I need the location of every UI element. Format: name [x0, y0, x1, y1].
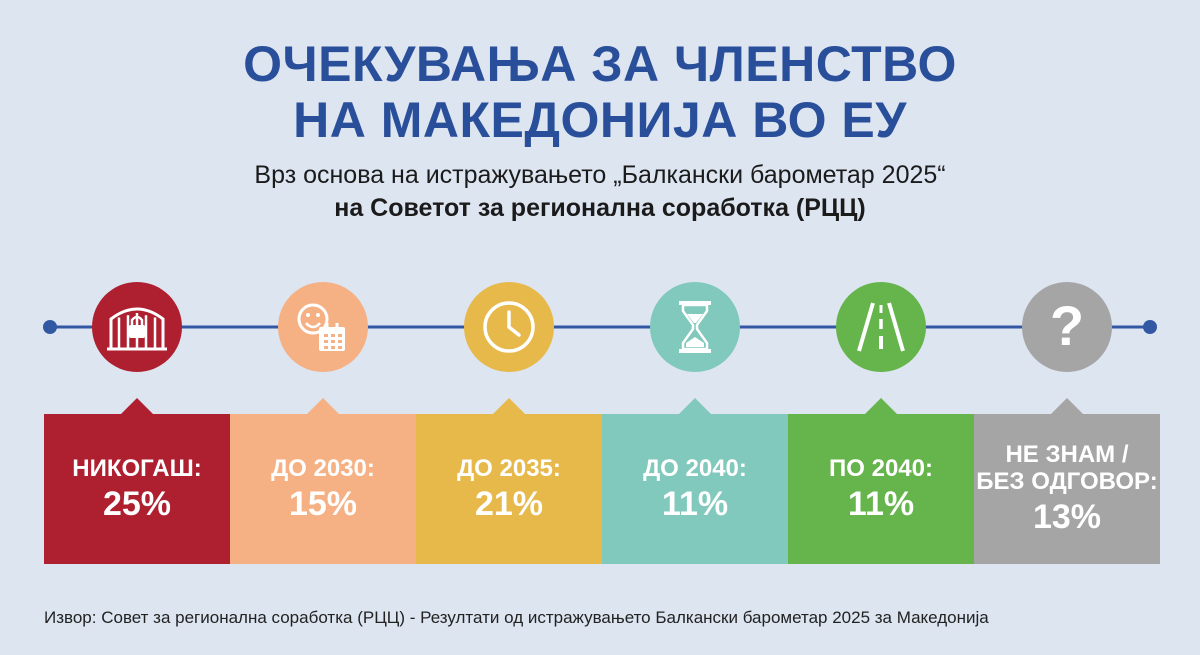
- icon-circle-1: [92, 282, 182, 372]
- category-value: 11%: [661, 484, 729, 523]
- clock-icon: [483, 301, 535, 353]
- icon-circle-4: [650, 282, 740, 372]
- category-value: 25%: [102, 484, 172, 523]
- timeline-start-dot: [43, 320, 57, 334]
- subtitle-line-2: на Советот за регионална соработка (РЦЦ): [334, 194, 866, 222]
- category-label: ДО 2030:: [271, 454, 375, 482]
- timeline: ?: [43, 282, 1157, 372]
- category-label: НИКОГАШ:: [72, 454, 202, 482]
- icon-circle-bg: [650, 282, 740, 372]
- category-cards: НИКОГАШ: 25% ДО 2030: 15% ДО 2035: 21% ДО 2040…: [44, 398, 1160, 564]
- category-value: 21%: [474, 484, 544, 523]
- category-label: ДО 2035:: [457, 454, 561, 482]
- icon-circle-5: [836, 282, 926, 372]
- source-note: Извор: Совет за регионална соработка (РЦ…: [44, 608, 989, 627]
- card-pointer: [493, 398, 525, 414]
- category-value: 13%: [1032, 498, 1102, 536]
- category-card-2: ДО 2030: 15%: [230, 398, 416, 564]
- title-line-2: НА МАКЕДОНИЈА ВО ЕУ: [293, 92, 907, 148]
- card-pointer: [865, 398, 897, 414]
- title-line-1: ОЧЕКУВАЊА ЗА ЧЛЕНСТВО: [243, 36, 957, 92]
- question-mark-icon: ?: [1050, 294, 1084, 357]
- category-card-4: ДО 2040: 11%: [602, 398, 788, 564]
- category-label: НЕ ЗНАМ / БЕЗ ОДГОВОР:: [976, 441, 1158, 495]
- icon-circle-bg: [1022, 282, 1112, 372]
- category-value: 15%: [288, 484, 358, 523]
- category-card-3: ДО 2035: 21%: [416, 398, 602, 564]
- icon-circle-3: [464, 282, 554, 372]
- hourglass-icon: [679, 301, 711, 353]
- svg-text:?: ?: [1050, 294, 1084, 357]
- locked-gate-icon: [107, 307, 167, 351]
- card-pointer: [679, 398, 711, 414]
- card-pointer: [1051, 398, 1083, 414]
- category-card-6: НЕ ЗНАМ / БЕЗ ОДГОВОР: 13%: [974, 398, 1160, 564]
- subtitle-line-1: Врз основа на истражувањето „Балкански б…: [254, 161, 946, 189]
- timeline-end-dot: [1143, 320, 1157, 334]
- icon-circle-6: ?: [1022, 282, 1112, 372]
- smiley-calendar-icon: [297, 303, 345, 351]
- card-pointer: [307, 398, 339, 414]
- icon-circle-2: [278, 282, 368, 372]
- category-label: ПО 2040:: [829, 454, 933, 482]
- category-card-1: НИКОГАШ: 25%: [44, 398, 230, 564]
- category-card-5: ПО 2040: 11%: [788, 398, 974, 564]
- card-pointer: [121, 398, 153, 414]
- category-value: 11%: [847, 484, 915, 523]
- category-label: ДО 2040:: [643, 454, 747, 482]
- road-icon: [857, 302, 905, 352]
